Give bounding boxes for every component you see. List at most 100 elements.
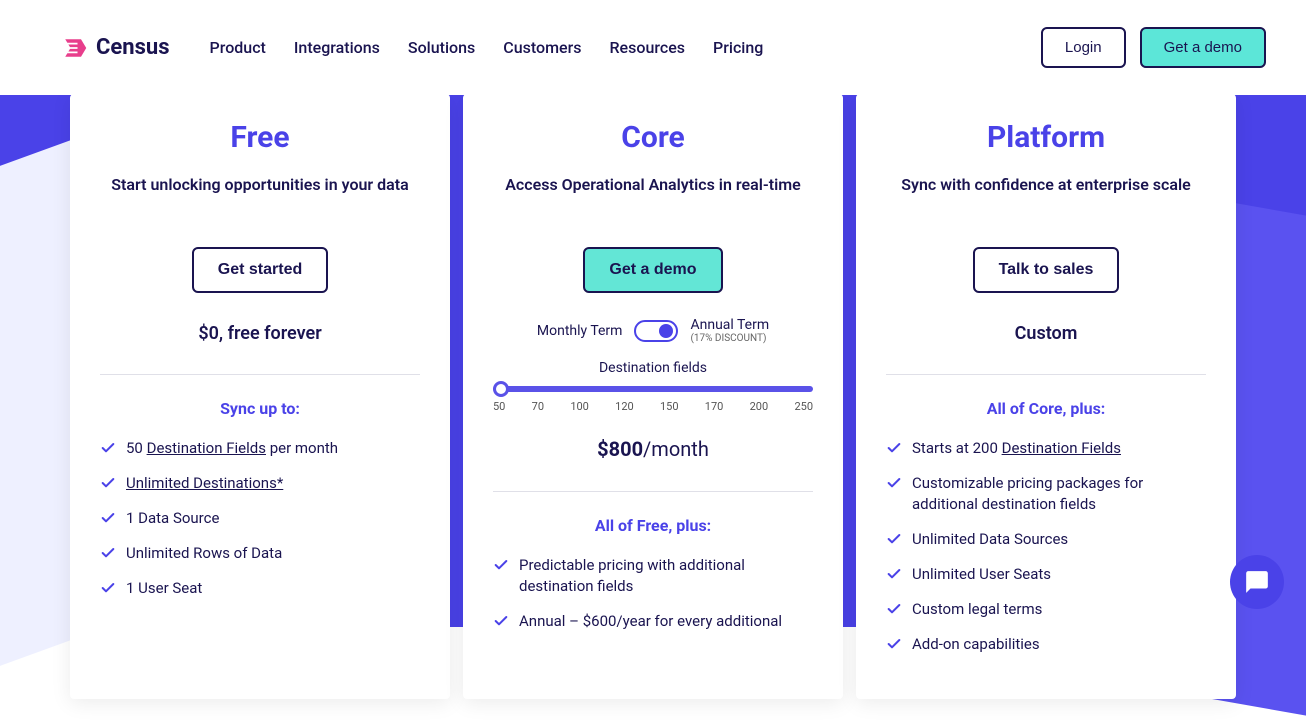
feature-text: Unlimited Destinations* (126, 473, 283, 494)
destination-fields-slider: Destination fields 50 70 100 120 150 170 200 25… (493, 360, 813, 413)
pricing-cards: Free Start unlocking opportunities in yo… (0, 94, 1306, 699)
plan-card-free: Free Start unlocking opportunities in yo… (70, 94, 450, 699)
slider-tick: 50 (493, 400, 505, 413)
divider (493, 491, 813, 492)
feature-item: Unlimited User Seats (886, 564, 1206, 585)
navbar: Census Product Integrations Solutions Cu… (0, 0, 1306, 95)
plan-subtitle-free: Start unlocking opportunities in your da… (111, 173, 408, 223)
plan-subtitle-core: Access Operational Analytics in real-tim… (505, 173, 801, 223)
slider-label: Destination fields (493, 360, 813, 376)
price-unit: /month (643, 437, 709, 461)
chat-widget-button[interactable] (1230, 555, 1284, 609)
feature-link[interactable]: Unlimited Destinations* (126, 474, 283, 492)
feature-text: Unlimited User Seats (912, 564, 1051, 585)
nav-link-pricing[interactable]: Pricing (713, 38, 763, 57)
feature-text: Starts at 200 Destination Fields (912, 438, 1121, 459)
slider-tick: 100 (570, 400, 589, 413)
talk-to-sales-button[interactable]: Talk to sales (973, 247, 1120, 293)
slider-ticks: 50 70 100 120 150 170 200 250 (493, 400, 813, 413)
logo-icon (60, 34, 88, 62)
slider-track[interactable] (493, 386, 813, 392)
chat-icon (1244, 569, 1270, 595)
plan-subtitle-platform: Sync with confidence at enterprise scale (901, 173, 1190, 223)
plan-title-core: Core (621, 120, 684, 155)
plan-title-platform: Platform (987, 120, 1105, 155)
nav-link-solutions[interactable]: Solutions (408, 38, 475, 57)
plan-card-core: Core Access Operational Analytics in rea… (463, 94, 843, 699)
check-icon (100, 440, 116, 456)
slider-thumb[interactable] (493, 381, 509, 397)
feature-link[interactable]: Destination Fields (147, 439, 266, 457)
feature-item: Custom legal terms (886, 599, 1206, 620)
nav-link-resources[interactable]: Resources (609, 38, 685, 57)
check-icon (100, 545, 116, 561)
feature-text: Customizable pricing packages for additi… (912, 473, 1206, 515)
check-icon (886, 601, 902, 617)
plan-card-platform: Platform Sync with confidence at enterpr… (856, 94, 1236, 699)
nav-actions: Login Get a demo (1041, 27, 1266, 68)
feature-text: 1 User Seat (126, 578, 202, 599)
feature-list-platform: Starts at 200 Destination Fields Customiz… (886, 438, 1206, 669)
feature-item: Unlimited Rows of Data (100, 543, 420, 564)
billing-term-toggle-row: Monthly Term Annual Term (17% DISCOUNT) (537, 317, 769, 344)
check-icon (886, 475, 902, 491)
feature-link[interactable]: Destination Fields (1002, 439, 1121, 457)
feature-list-core: Predictable pricing with additional dest… (493, 555, 813, 646)
feature-text: Unlimited Rows of Data (126, 543, 282, 564)
term-monthly-label: Monthly Term (537, 323, 623, 339)
feature-text: Unlimited Data Sources (912, 529, 1068, 550)
feature-item: Unlimited Data Sources (886, 529, 1206, 550)
plan-price-platform: Custom (1015, 323, 1078, 344)
slider-tick: 120 (615, 400, 634, 413)
logo-text: Census (96, 35, 170, 60)
check-icon (886, 531, 902, 547)
feature-item: 50 Destination Fields per month (100, 438, 420, 459)
feature-item: 1 Data Source (100, 508, 420, 529)
slider-tick: 170 (705, 400, 724, 413)
check-icon (493, 557, 509, 573)
feature-item: Starts at 200 Destination Fields (886, 438, 1206, 459)
divider (100, 374, 420, 375)
feature-list-free: 50 Destination Fields per month Unlimited… (100, 438, 420, 613)
get-demo-button[interactable]: Get a demo (1140, 27, 1266, 68)
slider-tick: 200 (750, 400, 769, 413)
plan-title-free: Free (230, 120, 289, 155)
section-label-core: All of Free, plus: (595, 516, 711, 535)
check-icon (100, 475, 116, 491)
logo[interactable]: Census (60, 34, 170, 62)
feature-text: 1 Data Source (126, 508, 219, 529)
feature-text: Predictable pricing with additional dest… (519, 555, 813, 597)
check-icon (100, 510, 116, 526)
plan-price-core: $800/month (597, 437, 709, 461)
billing-toggle[interactable] (634, 320, 678, 342)
nav-link-integrations[interactable]: Integrations (294, 38, 380, 57)
nav-link-product[interactable]: Product (210, 38, 266, 57)
feature-item: 1 User Seat (100, 578, 420, 599)
toggle-knob (659, 324, 673, 338)
get-demo-core-button[interactable]: Get a demo (583, 247, 722, 293)
get-started-button[interactable]: Get started (192, 247, 328, 293)
nav-link-customers[interactable]: Customers (503, 38, 581, 57)
divider (886, 374, 1206, 375)
feature-text: 50 Destination Fields per month (126, 438, 338, 459)
section-label-platform: All of Core, plus: (987, 399, 1106, 418)
feature-text: Annual – $600/year for every additional (519, 611, 782, 632)
login-button[interactable]: Login (1041, 27, 1126, 68)
check-icon (100, 580, 116, 596)
term-discount-label: (17% DISCOUNT) (690, 333, 769, 344)
price-amount: $800 (597, 437, 643, 461)
slider-tick: 70 (532, 400, 544, 413)
slider-tick: 150 (660, 400, 679, 413)
term-annual-label: Annual Term (690, 317, 769, 333)
check-icon (886, 440, 902, 456)
nav-links: Product Integrations Solutions Customers… (210, 38, 1041, 57)
slider-tick: 250 (794, 400, 813, 413)
plan-price-free: $0, free forever (198, 323, 321, 344)
check-icon (886, 636, 902, 652)
feature-item: Add-on capabilities (886, 634, 1206, 655)
feature-item: Unlimited Destinations* (100, 473, 420, 494)
check-icon (886, 566, 902, 582)
feature-item: Customizable pricing packages for additi… (886, 473, 1206, 515)
feature-text: Custom legal terms (912, 599, 1042, 620)
feature-item: Predictable pricing with additional dest… (493, 555, 813, 597)
